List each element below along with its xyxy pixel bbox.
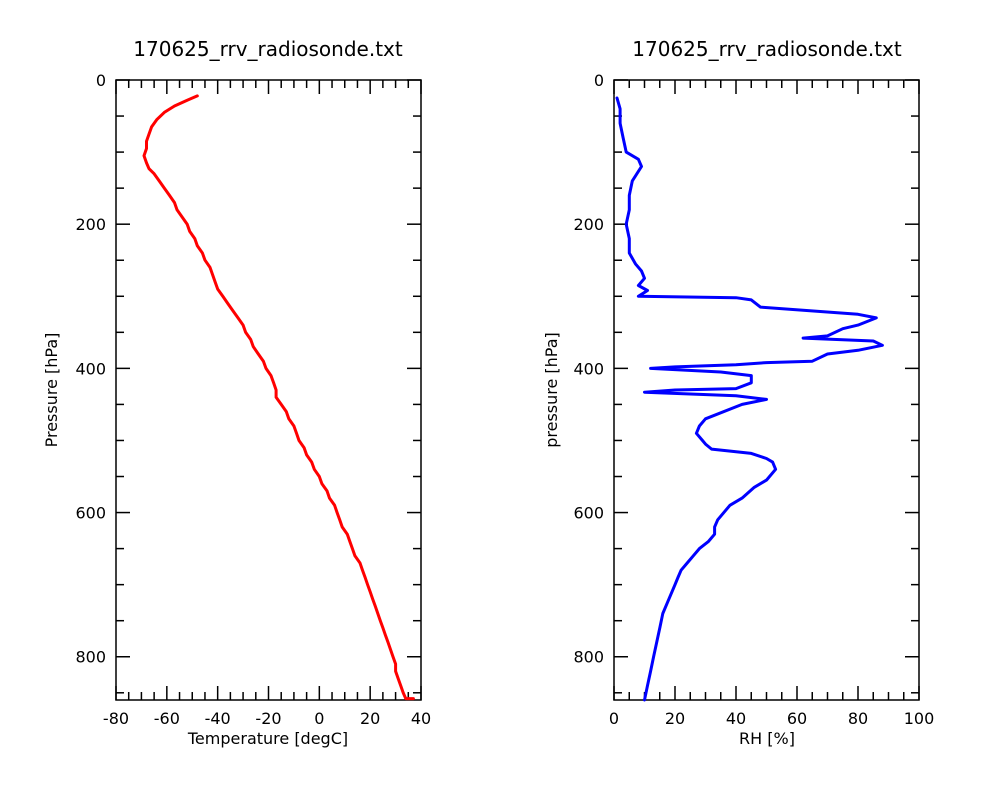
- rh-x-tick-label: 100: [904, 709, 935, 728]
- rh-x-tick-label: 60: [787, 709, 807, 728]
- rh-chart-title: 170625_rrv_radiosonde.txt: [632, 37, 902, 61]
- temperature-chart-title: 170625_rrv_radiosonde.txt: [133, 37, 403, 61]
- temperature-x-tick-label: -40: [205, 709, 231, 728]
- rh-y-axis-label: pressure [hPa]: [542, 332, 561, 448]
- temperature-profile-line: [142, 94, 415, 701]
- temperature-x-tick-label: -60: [154, 709, 180, 728]
- temperature-y-tick-label: 800: [75, 648, 106, 667]
- temperature-y-axis-label: Pressure [hPa]: [42, 333, 61, 448]
- temperature-x-tick-label: -80: [103, 709, 129, 728]
- rh-x-tick-label: 40: [726, 709, 746, 728]
- rh-panel: 170625_rrv_radiosonde.txt 0 20 40 60 80 100 0 2…: [542, 37, 934, 748]
- rh-profile-line: [615, 96, 884, 702]
- rh-x-tick-label: 20: [665, 709, 685, 728]
- rh-marks: 0 20 40 60 80 100 0 200 400 600 800: [573, 71, 934, 728]
- rh-y-tick-label: 0: [594, 71, 604, 90]
- temperature-y-tick-label: 0: [96, 71, 106, 90]
- rh-y-tick-label: 400: [573, 359, 604, 378]
- temperature-x-tick-label: -20: [255, 709, 281, 728]
- rh-x-axis-label: RH [%]: [739, 729, 795, 748]
- temperature-x-tick-label: 0: [314, 709, 324, 728]
- rh-x-tick-label: 0: [609, 709, 619, 728]
- temperature-y-tick-label: 600: [75, 504, 106, 523]
- rh-y-tick-label: 600: [573, 504, 604, 523]
- temperature-panel: 170625_rrv_radiosonde.txt -80 -60 -40 -20 0 2…: [42, 37, 431, 748]
- rh-y-tick-label: 200: [573, 215, 604, 234]
- temperature-x-axis-label: Temperature [degC]: [187, 729, 348, 748]
- rh-y-tick-label: 800: [573, 648, 604, 667]
- temperature-x-tick-label: 40: [411, 709, 431, 728]
- temperature-y-tick-label: 400: [75, 359, 106, 378]
- rh-x-tick-label: 80: [848, 709, 868, 728]
- temperature-y-tick-label: 200: [75, 215, 106, 234]
- temperature-x-tick-label: 20: [360, 709, 380, 728]
